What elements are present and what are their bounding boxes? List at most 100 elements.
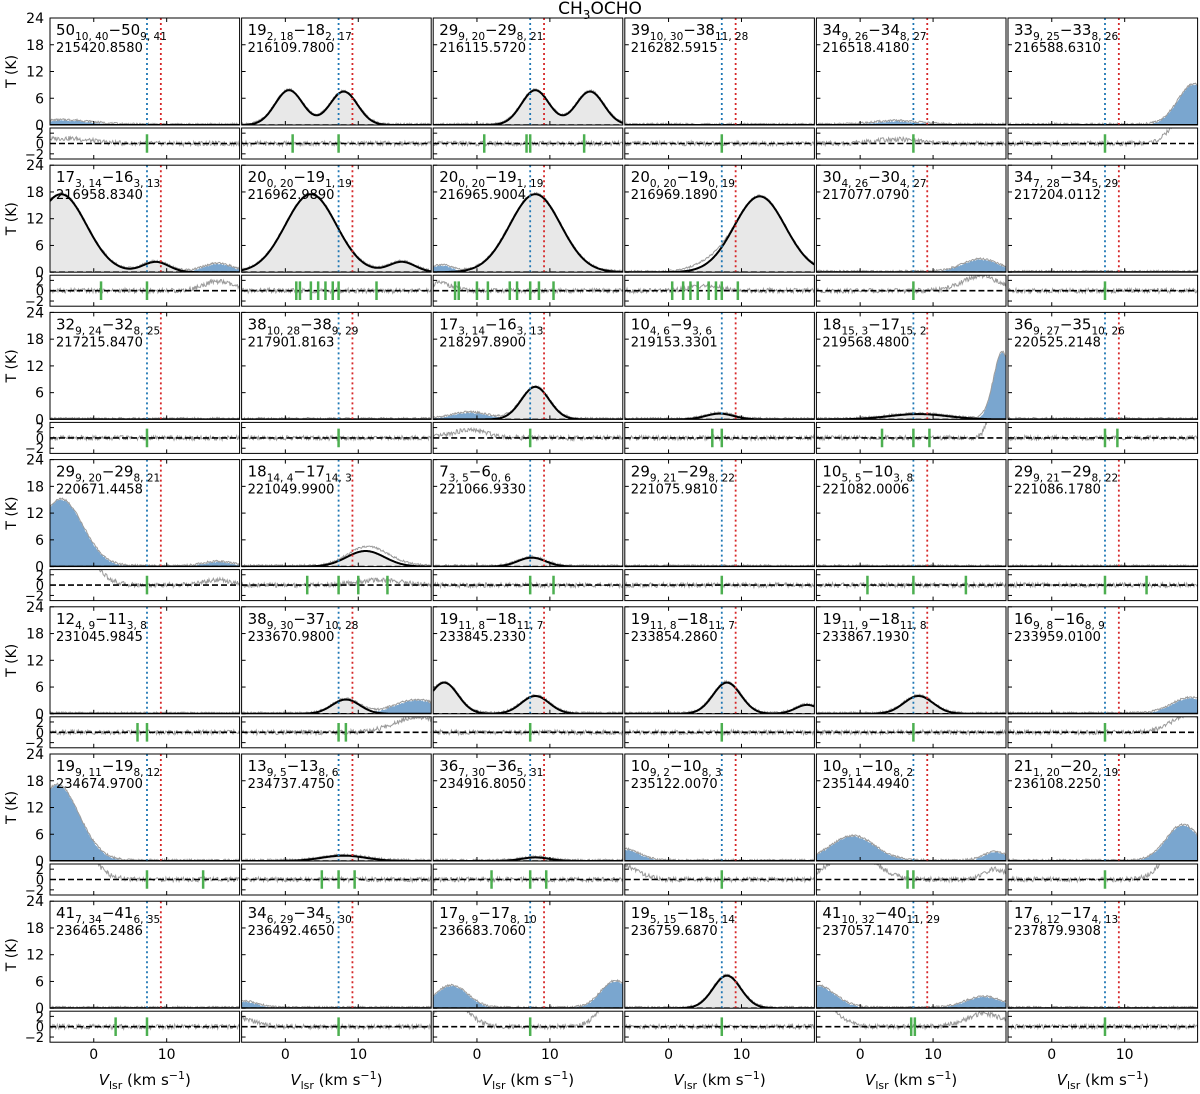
chart-title: CH3OCHO — [558, 0, 642, 22]
residual-plot — [50, 569, 240, 595]
transition-label: 124, 9−113, 8 — [56, 610, 147, 632]
main-plot — [1008, 18, 1198, 125]
residual-plot — [1008, 864, 1198, 889]
observed-spectrum — [241, 999, 432, 1009]
y-tick-label: 6 — [35, 91, 44, 107]
residual-plot — [433, 1011, 623, 1036]
model-fill — [436, 194, 623, 273]
rest-frequency: 216958.8340 — [56, 188, 143, 203]
rest-frequency: 216965.9004 — [439, 188, 526, 203]
model-fill — [241, 90, 432, 125]
main-plot — [1008, 165, 1198, 273]
transition-label: 5010, 40−509, 41 — [56, 21, 167, 43]
residual-plot — [433, 870, 623, 889]
rest-frequency: 236465.2486 — [56, 924, 143, 939]
y-tick-label: 24 — [26, 600, 44, 616]
model-curve — [624, 195, 815, 273]
y-tick-label: 18 — [26, 38, 44, 54]
main-plot — [816, 165, 1007, 273]
residual-spectrum — [433, 1011, 599, 1031]
transition-label: 173, 14−163, 13 — [56, 168, 160, 190]
rest-frequency: 221086.1780 — [1014, 483, 1101, 498]
y-tick-label: 0 — [35, 1001, 44, 1017]
residual-plot — [50, 1017, 240, 1036]
x-tick-label: 0 — [89, 1047, 98, 1063]
model-fill — [241, 855, 432, 861]
main-plot — [816, 754, 1007, 861]
transition-label: 109, 2−108, 3 — [631, 757, 722, 779]
blend-region — [816, 996, 1006, 1009]
y-axis-label: T (K) — [4, 938, 20, 972]
transition-label: 299, 21−298, 22 — [1014, 463, 1118, 485]
transition-label: 339, 25−338, 26 — [1014, 21, 1119, 43]
x-axis-label: Vlsr (km s−1) — [99, 1069, 191, 1092]
transition-label: 299, 20−298, 21 — [439, 21, 543, 43]
model-fill — [241, 194, 432, 273]
model-fill — [624, 975, 815, 1009]
model-curve — [624, 681, 815, 714]
residual-tick-label: −2 — [25, 737, 44, 752]
rest-frequency: 216115.5720 — [439, 41, 526, 56]
residual-spectrum — [1008, 716, 1198, 737]
blend-region — [433, 981, 623, 1009]
residual-tick-label: −2 — [25, 295, 44, 310]
blend-region — [241, 699, 432, 714]
x-axis-label: Vlsr (km s−1) — [865, 1069, 957, 1092]
x-tick-label: 10 — [1116, 1047, 1134, 1063]
transition-label: 199, 11−198, 12 — [56, 757, 160, 779]
transition-label: 304, 26−304, 27 — [822, 168, 926, 190]
model-fill — [50, 194, 199, 273]
residual-tick-label: 2 — [36, 422, 44, 437]
main-plot — [1008, 606, 1198, 714]
rest-frequency: 234916.8050 — [439, 777, 526, 792]
observed-spectrum — [816, 350, 1007, 420]
rest-frequency: 216518.4180 — [822, 41, 909, 56]
transition-label: 4110, 32−4011, 29 — [822, 904, 940, 926]
main-plot — [816, 18, 1007, 125]
blend-region — [816, 352, 1006, 420]
main-plot — [624, 165, 815, 273]
residual-spectrum — [50, 135, 240, 148]
residual-plot — [50, 864, 240, 889]
transition-label: 200, 20−190, 19 — [631, 168, 735, 190]
transition-label: 329, 24−328, 25 — [56, 315, 160, 337]
rest-frequency: 219568.4800 — [822, 335, 909, 350]
transition-label: 73, 5−60, 6 — [439, 463, 511, 485]
residual-tick-label: 2 — [36, 274, 44, 289]
rest-frequency: 233854.2860 — [631, 630, 718, 645]
observed-spectrum — [50, 1004, 240, 1009]
residual-plot — [816, 723, 1007, 742]
residual-plot — [1008, 716, 1198, 742]
y-tick-label: 0 — [35, 265, 44, 281]
transition-label: 367, 30−365, 31 — [439, 757, 543, 779]
residual-tick-label: −2 — [25, 148, 44, 163]
residual-plot — [241, 1015, 432, 1036]
transition-label: 105, 5−103, 8 — [822, 463, 913, 485]
residual-spectrum — [1008, 128, 1172, 148]
rest-frequency: 216962.9890 — [248, 188, 335, 203]
y-tick-label: 0 — [35, 560, 44, 576]
rest-frequency: 216969.1890 — [631, 188, 718, 203]
x-tick-label: 0 — [281, 1047, 290, 1063]
blend-region — [1008, 84, 1198, 125]
y-axis-label: T (K) — [4, 202, 20, 236]
main-plot — [433, 606, 623, 714]
x-tick-label: 0 — [472, 1047, 481, 1063]
y-tick-label: 6 — [35, 974, 44, 990]
residual-tick-label: 2 — [36, 863, 44, 878]
